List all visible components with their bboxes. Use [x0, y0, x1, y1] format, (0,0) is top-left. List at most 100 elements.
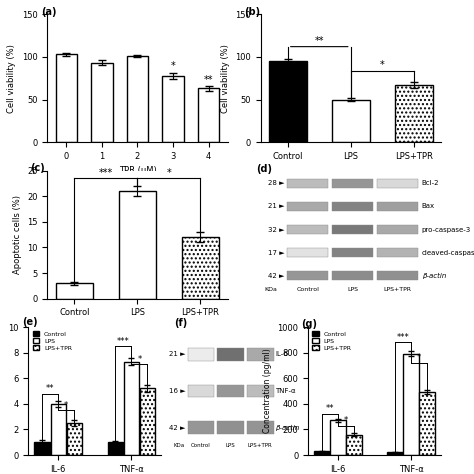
Bar — [377, 179, 418, 188]
Text: *: * — [171, 62, 175, 72]
Text: **: ** — [46, 384, 55, 393]
Bar — [246, 348, 273, 361]
Text: β-actin: β-actin — [422, 273, 446, 279]
Text: 32 ►: 32 ► — [268, 227, 284, 233]
Bar — [35, 442, 50, 455]
Bar — [91, 63, 112, 142]
Bar — [217, 385, 244, 397]
Bar — [287, 248, 328, 257]
Bar — [246, 385, 273, 397]
Y-axis label: Concentration (pg/ml): Concentration (pg/ml) — [263, 349, 272, 433]
Text: 42 ►: 42 ► — [169, 425, 186, 430]
Text: **: ** — [326, 404, 334, 413]
Text: *: * — [166, 168, 171, 178]
Text: TNF-α: TNF-α — [275, 388, 296, 394]
Y-axis label: Cell viability (%): Cell viability (%) — [221, 44, 230, 113]
Bar — [124, 362, 139, 455]
Bar — [332, 271, 373, 280]
Legend: Control, LPS, LPS+TPR: Control, LPS, LPS+TPR — [32, 330, 73, 352]
Text: **: ** — [315, 36, 324, 46]
Bar — [55, 55, 77, 142]
Bar — [67, 423, 82, 455]
Bar — [332, 179, 373, 188]
Bar — [287, 202, 328, 211]
Text: *: * — [380, 60, 384, 70]
Text: 17 ►: 17 ► — [267, 249, 284, 255]
Bar — [332, 248, 373, 257]
Bar — [127, 56, 148, 142]
Bar — [163, 76, 184, 142]
Bar — [287, 225, 328, 234]
Text: Control: Control — [191, 443, 211, 448]
Bar — [182, 237, 219, 299]
Text: LPS: LPS — [226, 443, 236, 448]
Text: 16 ►: 16 ► — [169, 388, 186, 394]
Text: ***: *** — [397, 333, 410, 342]
Text: *: * — [344, 416, 348, 425]
Text: ***: *** — [117, 337, 130, 346]
Text: KDa: KDa — [173, 443, 185, 448]
Y-axis label: Apoptotic cells (%): Apoptotic cells (%) — [13, 195, 22, 274]
Text: IL-6: IL-6 — [275, 352, 288, 357]
Text: 21 ►: 21 ► — [268, 203, 284, 210]
Bar — [287, 179, 328, 188]
Text: pro-caspase-3: pro-caspase-3 — [422, 227, 471, 233]
Text: Bcl-2: Bcl-2 — [422, 181, 439, 186]
Y-axis label: Relative mRNA: Relative mRNA — [0, 363, 3, 419]
Bar — [246, 421, 273, 434]
Bar — [55, 283, 93, 299]
Text: (f): (f) — [173, 318, 187, 328]
Bar — [346, 435, 362, 455]
Text: LPS+TPR: LPS+TPR — [383, 287, 411, 292]
Text: (e): (e) — [22, 317, 37, 327]
Text: (a): (a) — [41, 8, 57, 18]
Bar — [377, 202, 418, 211]
Text: *: * — [137, 355, 142, 364]
Bar — [217, 421, 244, 434]
Text: 28 ►: 28 ► — [268, 181, 284, 186]
Bar — [269, 61, 307, 142]
Text: 21 ►: 21 ► — [169, 352, 186, 357]
Bar — [332, 202, 373, 211]
Text: 42 ►: 42 ► — [268, 273, 284, 279]
Y-axis label: Cell viability (%): Cell viability (%) — [8, 44, 17, 113]
Bar — [330, 420, 346, 455]
Text: KDa: KDa — [264, 287, 277, 292]
Text: *: * — [417, 353, 421, 362]
Text: (b): (b) — [244, 8, 260, 18]
Bar — [314, 451, 329, 455]
Bar — [387, 453, 402, 455]
Text: Control: Control — [296, 287, 319, 292]
Text: *: * — [64, 401, 68, 410]
Text: (c): (c) — [30, 163, 45, 173]
Bar — [188, 421, 214, 434]
Text: LPS: LPS — [347, 287, 358, 292]
Bar — [108, 442, 123, 455]
Bar — [403, 354, 419, 455]
Bar — [377, 225, 418, 234]
Text: LPS+TPR: LPS+TPR — [248, 443, 273, 448]
Bar — [188, 385, 214, 397]
Text: (g): (g) — [301, 319, 317, 329]
Text: **: ** — [204, 75, 213, 85]
Bar — [217, 348, 244, 361]
Bar — [377, 271, 418, 280]
Text: (d): (d) — [256, 164, 273, 174]
Bar — [395, 85, 433, 142]
Legend: Control, LPS, LPS+TPR: Control, LPS, LPS+TPR — [311, 330, 353, 352]
Text: β-actin: β-actin — [275, 425, 300, 431]
Bar — [287, 271, 328, 280]
Bar — [377, 248, 418, 257]
Bar — [419, 392, 435, 455]
Bar — [188, 348, 214, 361]
Bar — [140, 389, 155, 455]
X-axis label: TPR (μM): TPR (μM) — [118, 166, 156, 175]
Text: ***: *** — [99, 168, 113, 178]
Text: Bax: Bax — [422, 203, 435, 210]
Bar — [332, 100, 370, 142]
Bar — [332, 225, 373, 234]
Bar — [118, 191, 156, 299]
Bar — [51, 404, 66, 455]
Text: cleaved-caspase-3: cleaved-caspase-3 — [422, 249, 474, 255]
Bar — [198, 89, 219, 142]
